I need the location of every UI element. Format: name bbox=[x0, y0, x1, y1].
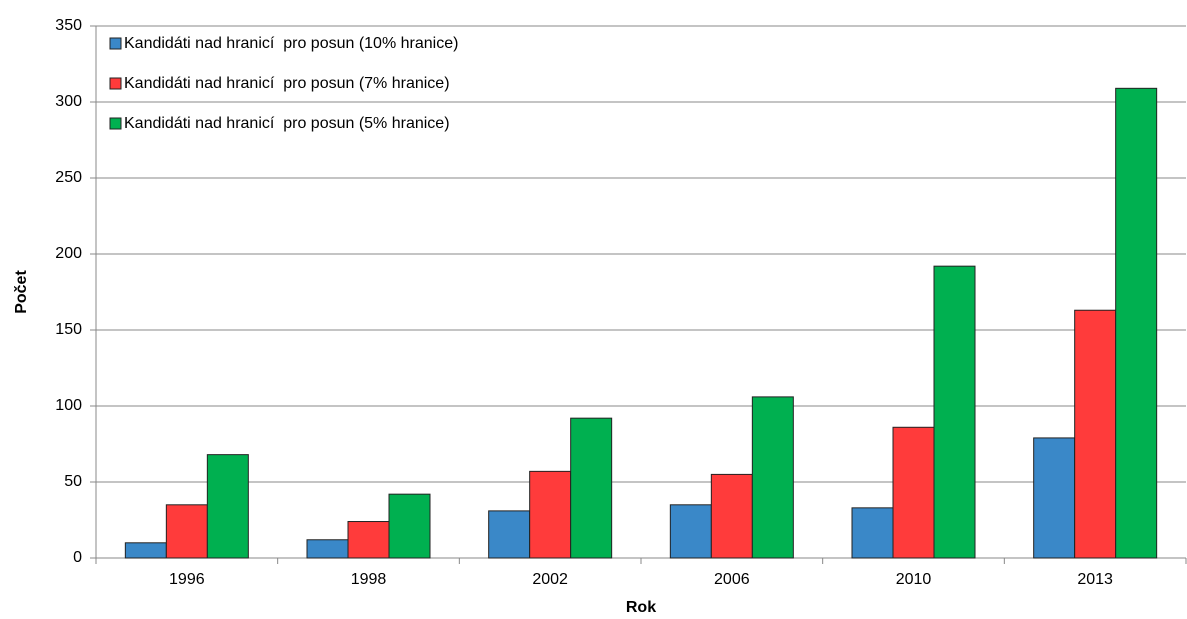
x-tick-label: 2006 bbox=[714, 571, 750, 588]
bar bbox=[165, 504, 208, 559]
bar bbox=[751, 396, 794, 559]
x-tick-label: 1996 bbox=[169, 571, 205, 588]
bar bbox=[570, 417, 613, 559]
bar bbox=[1033, 437, 1076, 559]
legend-label: Kandidáti nad hranicí pro posun (10% hra… bbox=[124, 35, 458, 52]
x-tick-label: 2002 bbox=[532, 571, 568, 588]
y-tick-label: 350 bbox=[55, 17, 82, 34]
y-tick-label: 50 bbox=[64, 473, 82, 490]
bar bbox=[851, 507, 894, 559]
legend-swatch bbox=[109, 77, 122, 90]
y-tick-label: 150 bbox=[55, 321, 82, 338]
legend-swatch bbox=[109, 37, 122, 50]
x-tick-label: 1998 bbox=[351, 571, 387, 588]
bar bbox=[669, 504, 712, 559]
bar bbox=[306, 539, 349, 559]
bar bbox=[1115, 87, 1158, 559]
legend-label: Kandidáti nad hranicí pro posun (7% hran… bbox=[124, 75, 450, 92]
bar bbox=[1074, 309, 1117, 559]
x-axis-label: Rok bbox=[626, 599, 656, 616]
y-tick-label: 200 bbox=[55, 245, 82, 262]
y-tick-label: 100 bbox=[55, 397, 82, 414]
legend-swatch bbox=[109, 117, 122, 130]
bar bbox=[488, 510, 531, 559]
bar bbox=[124, 542, 167, 559]
y-tick-label: 250 bbox=[55, 169, 82, 186]
x-tick-label: 2010 bbox=[896, 571, 932, 588]
bar bbox=[347, 521, 390, 559]
x-tick-label: 2013 bbox=[1077, 571, 1113, 588]
legend-label: Kandidáti nad hranicí pro posun (5% hran… bbox=[124, 115, 450, 132]
bar bbox=[892, 426, 935, 559]
bar bbox=[710, 473, 753, 559]
bar bbox=[206, 454, 249, 559]
bar bbox=[529, 470, 572, 559]
y-axis-label: Počet bbox=[13, 270, 30, 314]
bar bbox=[933, 265, 976, 559]
y-tick-label: 300 bbox=[55, 93, 82, 110]
bar bbox=[388, 493, 431, 559]
y-tick-label: 0 bbox=[73, 549, 82, 566]
